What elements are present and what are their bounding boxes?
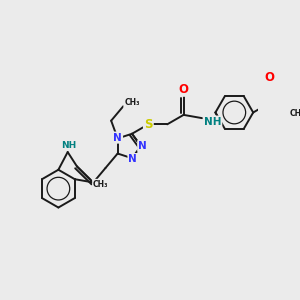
- Text: N: N: [113, 133, 122, 142]
- Text: O: O: [178, 82, 189, 96]
- Text: NH: NH: [61, 141, 76, 150]
- Text: CH₃: CH₃: [289, 109, 300, 118]
- Text: O: O: [178, 82, 189, 96]
- Text: CH₃: CH₃: [124, 98, 140, 107]
- Text: NH: NH: [61, 141, 76, 150]
- Text: N: N: [128, 154, 137, 164]
- Text: CH₃: CH₃: [289, 109, 300, 118]
- Text: S: S: [144, 118, 153, 131]
- Text: S: S: [144, 118, 153, 131]
- Text: NH: NH: [204, 117, 221, 127]
- Text: O: O: [265, 71, 275, 84]
- Text: CH₃: CH₃: [124, 98, 140, 107]
- Text: NH: NH: [204, 117, 221, 127]
- Text: CH₃: CH₃: [93, 180, 108, 189]
- Text: N: N: [138, 141, 147, 151]
- Text: O: O: [265, 71, 275, 84]
- Text: N: N: [138, 141, 147, 151]
- Text: CH₃: CH₃: [93, 180, 108, 189]
- Text: N: N: [113, 133, 122, 142]
- Text: N: N: [128, 154, 137, 164]
